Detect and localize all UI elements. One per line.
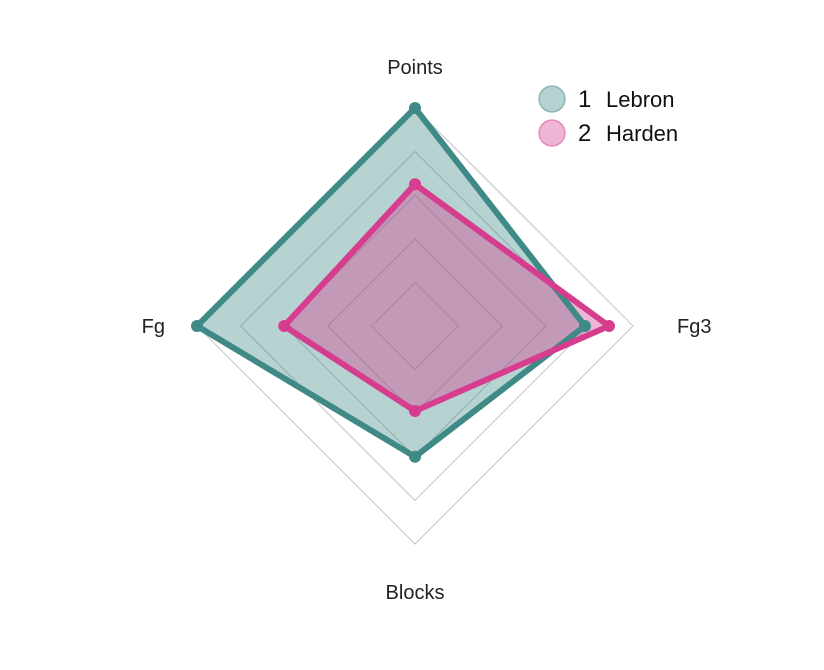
legend-swatch-lebron bbox=[538, 85, 566, 113]
legend-label-harden: Harden bbox=[606, 121, 678, 146]
axis-label-fg3: Fg3 bbox=[677, 316, 711, 338]
legend-item-harden: 2 Harden bbox=[538, 119, 678, 147]
legend-label-lebron: Lebron bbox=[606, 87, 675, 112]
legend-id-harden: 2 bbox=[578, 120, 591, 147]
radar-series-layer bbox=[191, 102, 615, 463]
legend-item-lebron: 1 Lebron bbox=[538, 85, 675, 113]
legend-swatch-harden bbox=[538, 119, 566, 147]
grid-ring-1 bbox=[370, 281, 460, 371]
axis-label-blocks: Blocks bbox=[386, 582, 445, 604]
axis-labels: Points Fg3 Blocks Fg bbox=[142, 57, 712, 604]
point-lebron-points bbox=[409, 102, 421, 114]
legend: 1 Lebron 2 Harden bbox=[538, 85, 678, 147]
point-harden-blocks bbox=[409, 405, 421, 417]
point-harden-fg bbox=[278, 320, 291, 332]
point-lebron-fg3 bbox=[579, 320, 591, 332]
series-area-lebron bbox=[197, 108, 585, 457]
point-lebron-fg bbox=[191, 320, 203, 332]
point-harden-fg3 bbox=[603, 320, 615, 332]
point-lebron-blocks bbox=[409, 450, 421, 463]
legend-id-lebron: 1 bbox=[578, 86, 591, 113]
axis-label-fg: Fg bbox=[142, 316, 165, 338]
point-harden-points bbox=[409, 178, 421, 191]
axis-label-points: Points bbox=[387, 57, 443, 79]
